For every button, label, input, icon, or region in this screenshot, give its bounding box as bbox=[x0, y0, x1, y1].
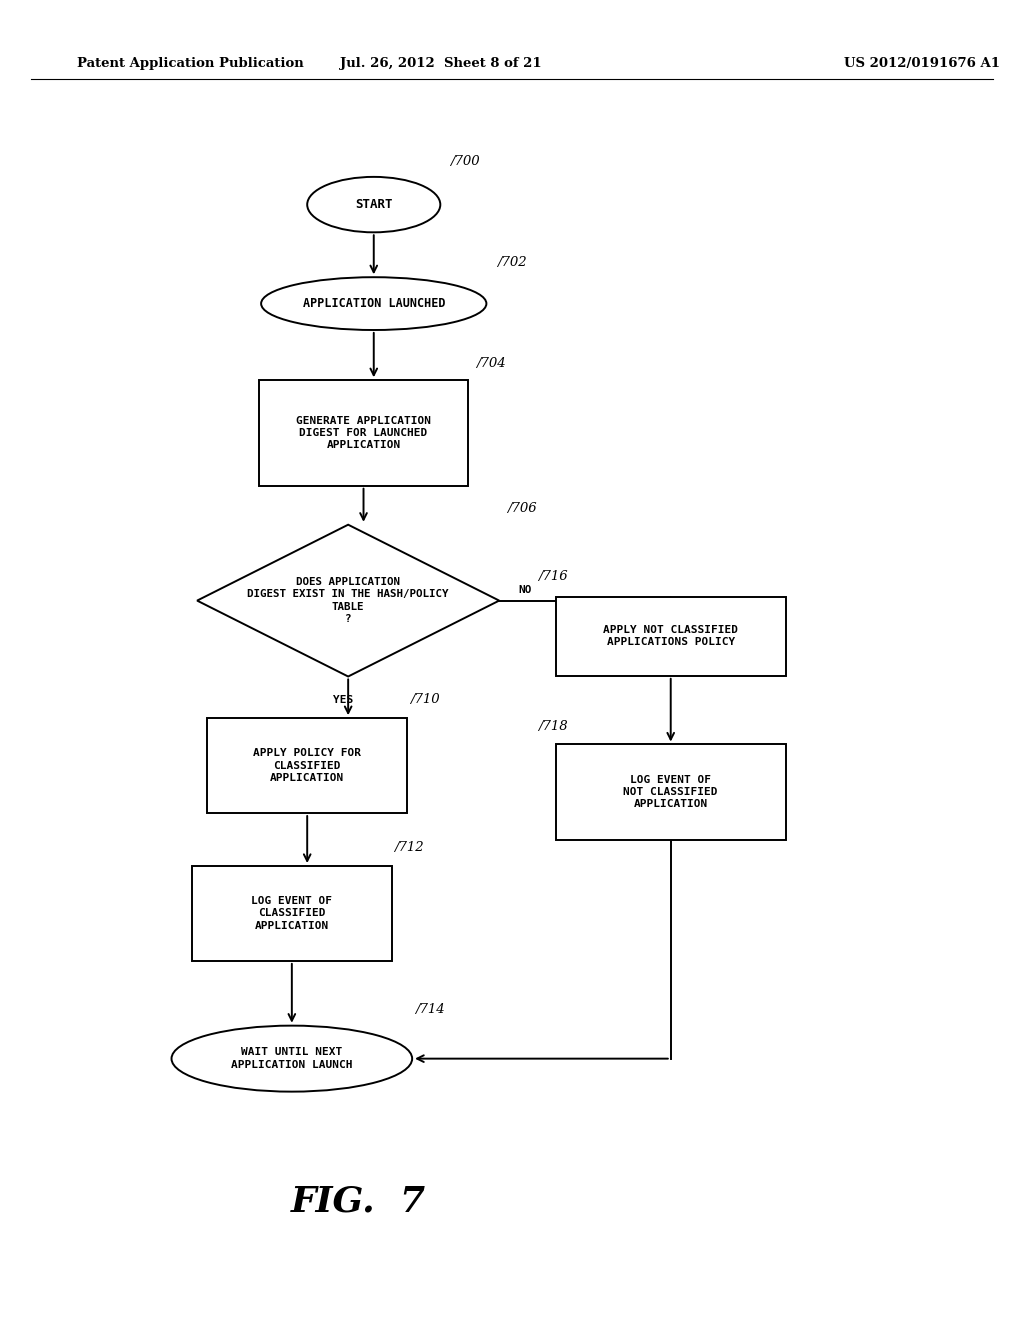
FancyBboxPatch shape bbox=[207, 718, 407, 813]
Text: APPLY NOT CLASSIFIED
APPLICATIONS POLICY: APPLY NOT CLASSIFIED APPLICATIONS POLICY bbox=[603, 626, 738, 647]
Text: /710: /710 bbox=[410, 693, 439, 706]
Text: Jul. 26, 2012  Sheet 8 of 21: Jul. 26, 2012 Sheet 8 of 21 bbox=[340, 57, 541, 70]
FancyBboxPatch shape bbox=[555, 744, 786, 840]
Text: GENERATE APPLICATION
DIGEST FOR LAUNCHED
APPLICATION: GENERATE APPLICATION DIGEST FOR LAUNCHED… bbox=[296, 416, 431, 450]
Polygon shape bbox=[198, 524, 500, 676]
Text: /712: /712 bbox=[394, 841, 424, 854]
Text: /716: /716 bbox=[538, 570, 567, 583]
Text: START: START bbox=[355, 198, 392, 211]
Text: FIG.  7: FIG. 7 bbox=[291, 1184, 426, 1218]
Text: /706: /706 bbox=[507, 502, 537, 515]
Text: LOG EVENT OF
NOT CLASSIFIED
APPLICATION: LOG EVENT OF NOT CLASSIFIED APPLICATION bbox=[624, 775, 718, 809]
Text: /714: /714 bbox=[415, 1003, 444, 1016]
Text: /704: /704 bbox=[476, 356, 506, 370]
Text: Patent Application Publication: Patent Application Publication bbox=[77, 57, 303, 70]
Ellipse shape bbox=[171, 1026, 412, 1092]
Text: WAIT UNTIL NEXT
APPLICATION LAUNCH: WAIT UNTIL NEXT APPLICATION LAUNCH bbox=[231, 1048, 352, 1069]
Text: YES: YES bbox=[333, 696, 353, 705]
Text: LOG EVENT OF
CLASSIFIED
APPLICATION: LOG EVENT OF CLASSIFIED APPLICATION bbox=[251, 896, 333, 931]
FancyBboxPatch shape bbox=[258, 380, 469, 486]
Ellipse shape bbox=[307, 177, 440, 232]
Text: DOES APPLICATION
DIGEST EXIST IN THE HASH/POLICY
TABLE
?: DOES APPLICATION DIGEST EXIST IN THE HAS… bbox=[248, 577, 449, 624]
Text: APPLY POLICY FOR
CLASSIFIED
APPLICATION: APPLY POLICY FOR CLASSIFIED APPLICATION bbox=[253, 748, 361, 783]
Text: /700: /700 bbox=[451, 154, 480, 168]
Text: NO: NO bbox=[518, 585, 531, 595]
FancyBboxPatch shape bbox=[555, 597, 786, 676]
Text: /718: /718 bbox=[538, 719, 567, 733]
FancyBboxPatch shape bbox=[191, 866, 391, 961]
Text: APPLICATION LAUNCHED: APPLICATION LAUNCHED bbox=[302, 297, 445, 310]
Ellipse shape bbox=[261, 277, 486, 330]
Text: /702: /702 bbox=[497, 256, 526, 269]
Text: US 2012/0191676 A1: US 2012/0191676 A1 bbox=[844, 57, 999, 70]
